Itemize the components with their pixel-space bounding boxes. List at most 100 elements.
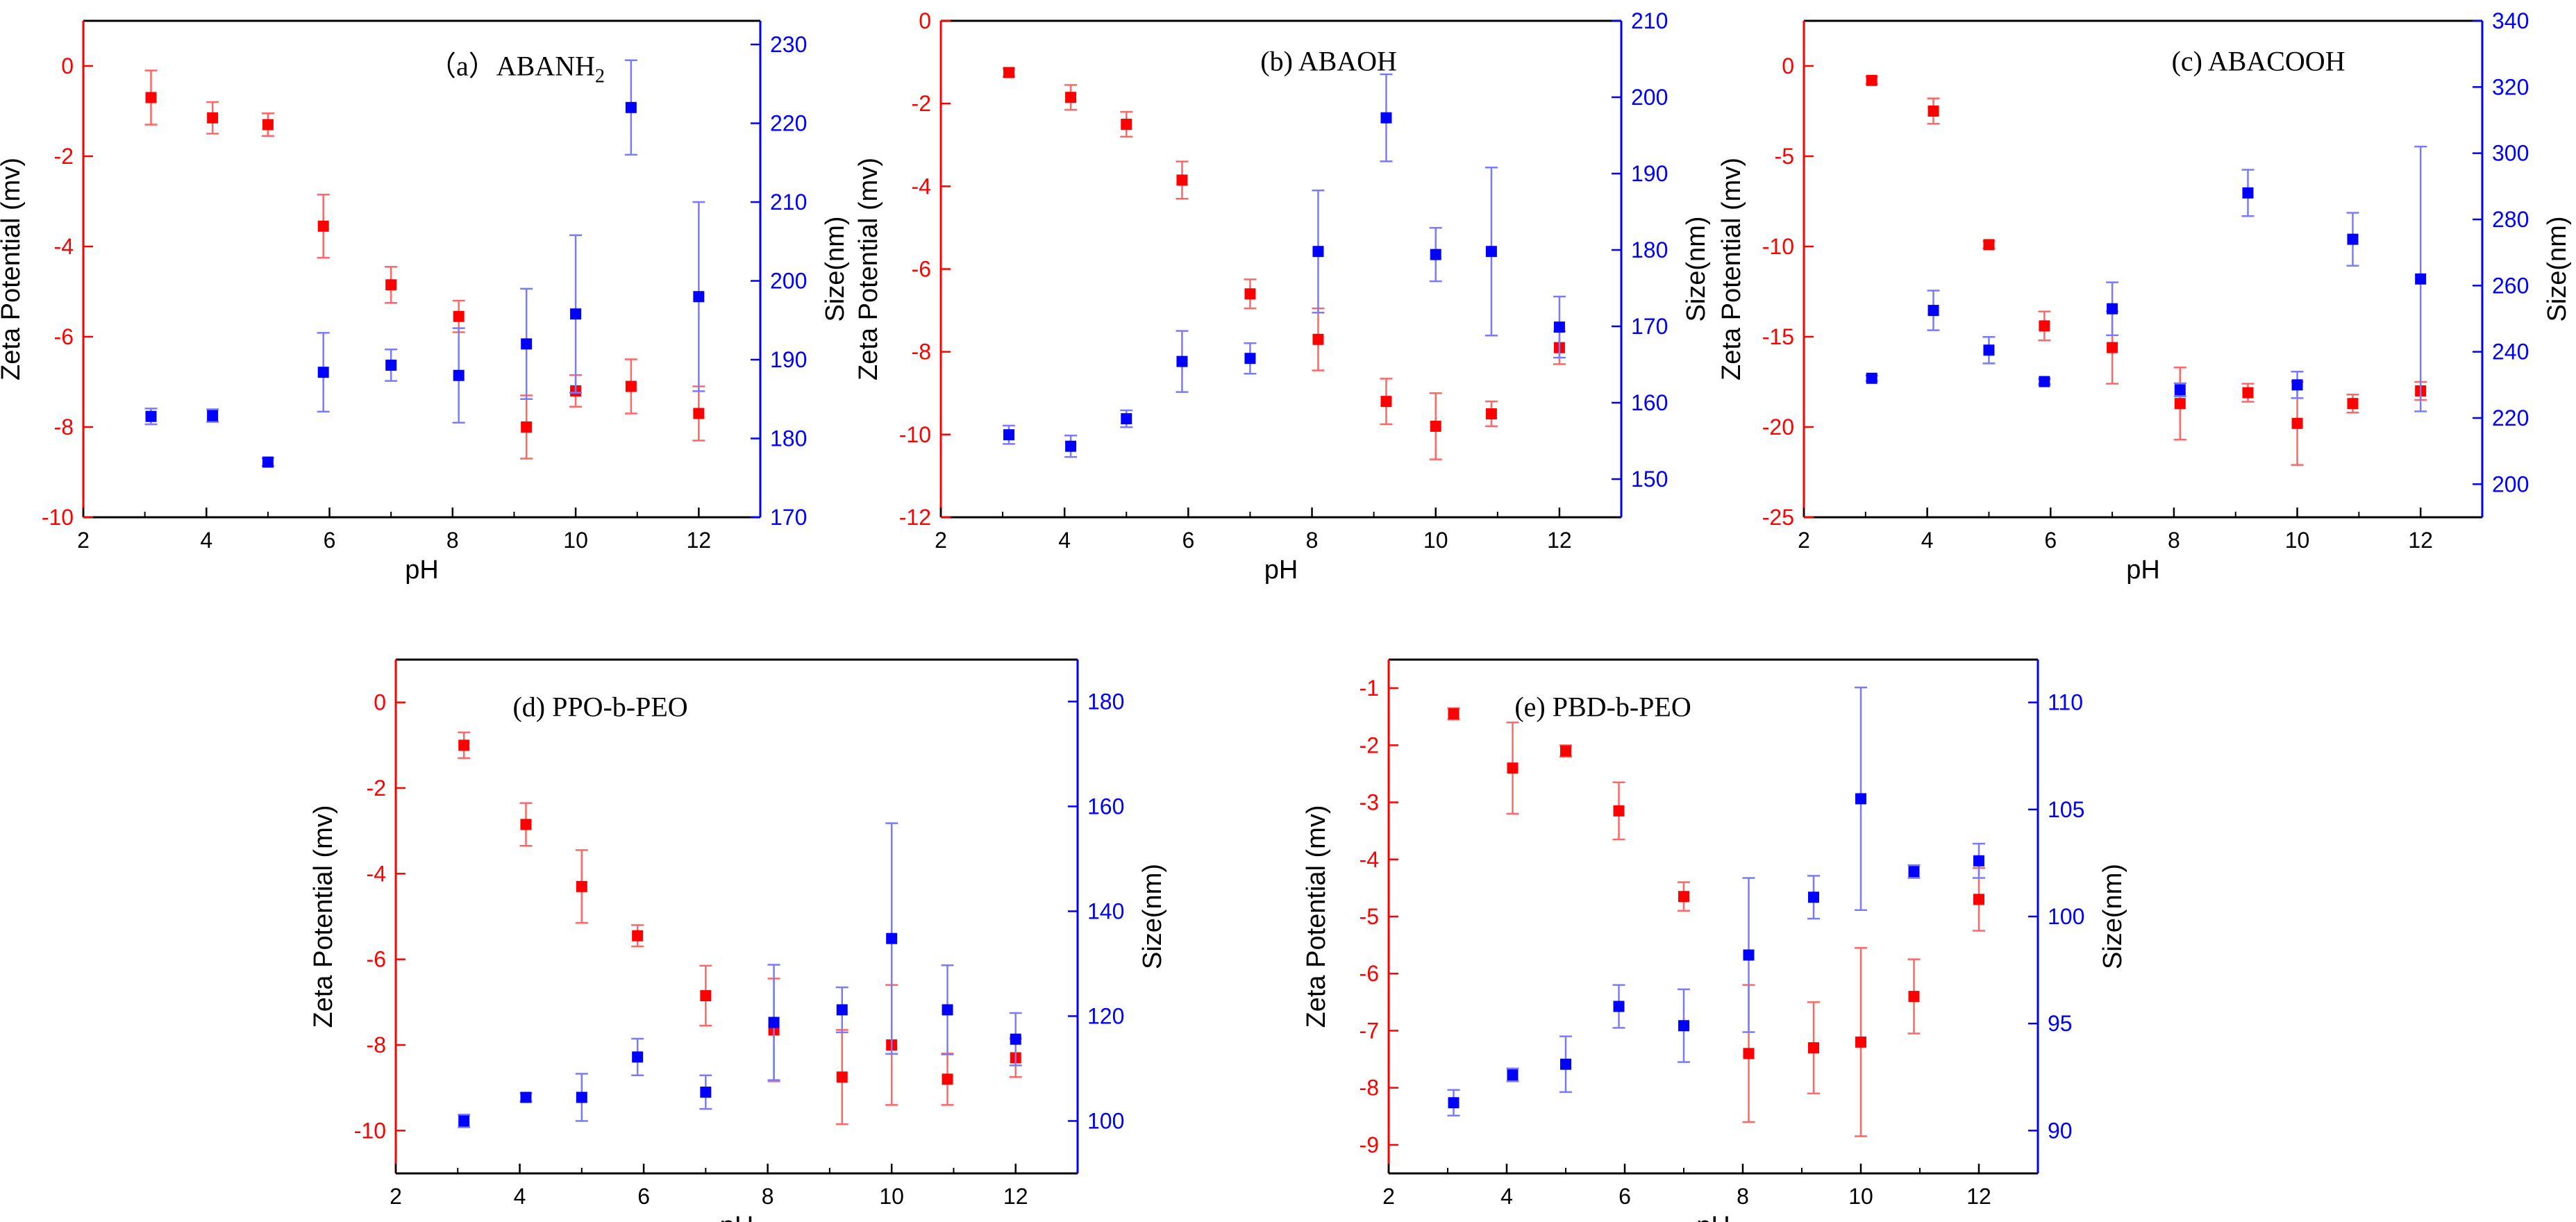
zeta-point: [521, 421, 533, 433]
zeta-point: [2347, 398, 2359, 410]
right-y-tick-label: 220: [2492, 405, 2529, 430]
right-y-tick-label: 100: [1087, 1108, 1124, 1133]
panel-title-subscript: 2: [595, 66, 605, 87]
left-y-axis-label: Zeta Potential (mv): [854, 158, 883, 380]
zeta-point: [207, 112, 219, 124]
size-point: [1560, 1058, 1571, 1070]
left-y-tick-label: -10: [1762, 234, 1794, 259]
right-y-tick-label: 160: [1631, 390, 1668, 415]
right-y-tick-label: 230: [770, 32, 807, 57]
size-point: [942, 1004, 953, 1016]
zeta-point: [1973, 894, 1984, 905]
right-y-tick-label: 90: [2048, 1118, 2073, 1143]
x-tick-label: 10: [879, 1184, 904, 1209]
zeta-point: [1855, 1036, 1866, 1048]
left-y-tick-label: -2: [1360, 733, 1379, 758]
zeta-point: [1927, 106, 1939, 117]
size-point: [625, 101, 637, 113]
zeta-point: [1380, 396, 1392, 408]
x-tick-label: 10: [1423, 528, 1448, 553]
right-y-tick-label: 180: [1631, 237, 1668, 262]
size-point: [2291, 379, 2303, 391]
left-y-tick-label: -2: [54, 144, 74, 169]
left-y-tick-label: -8: [1360, 1075, 1379, 1100]
size-point: [1380, 112, 1392, 124]
x-tick-label: 12: [1966, 1184, 1991, 1209]
right-y-tick-label: 200: [2492, 471, 2529, 496]
size-point: [145, 410, 157, 422]
size-point: [2174, 384, 2186, 396]
x-tick-label: 6: [637, 1184, 650, 1209]
left-y-tick-label: -25: [1762, 505, 1794, 530]
size-point: [1678, 1020, 1689, 1032]
panel-title: (e) PBD-b-PEO: [1514, 691, 1691, 722]
x-tick-label: 8: [446, 528, 459, 553]
left-y-axis-label: Zeta Potential (mv): [309, 805, 338, 1028]
zeta-point: [317, 220, 329, 232]
x-tick-label: 12: [1547, 528, 1572, 553]
zeta-point: [1485, 408, 1497, 420]
right-y-tick-label: 340: [2492, 8, 2529, 33]
right-y-tick-label: 200: [1631, 85, 1668, 110]
right-y-tick-label: 220: [770, 111, 807, 136]
zeta-point: [1678, 891, 1689, 903]
chart-panel-c: 2 4 6 8 10 12 0 -5 -10 -15 -20 -25 200 220 240 260 280 30…: [1717, 8, 2572, 585]
right-y-tick-label: 95: [2048, 1011, 2073, 1036]
zeta-point: [1613, 805, 1625, 817]
x-tick-label: 6: [1619, 1184, 1631, 1209]
left-y-tick-label: -6: [1360, 961, 1379, 986]
size-point: [886, 932, 898, 944]
zeta-point: [458, 739, 470, 751]
size-point: [1312, 246, 1324, 258]
left-y-tick-label: -10: [42, 505, 74, 530]
right-y-tick-label: 180: [1087, 689, 1124, 714]
left-y-tick-label: -8: [367, 1032, 386, 1057]
x-tick-label: 2: [1798, 528, 1810, 553]
left-y-tick-label: -5: [1360, 904, 1379, 929]
zeta-point: [2039, 320, 2050, 332]
x-tick-label: 6: [1182, 528, 1194, 553]
size-point: [262, 456, 274, 468]
right-y-axis-label: Size(nm): [1682, 216, 1711, 321]
left-y-tick-label: 0: [1782, 53, 1794, 78]
right-y-tick-label: 150: [1631, 467, 1668, 492]
zeta-point: [145, 92, 157, 103]
x-tick-label: 10: [563, 528, 588, 553]
left-y-tick-label: -10: [354, 1118, 386, 1143]
size-point: [1983, 344, 1995, 356]
right-y-tick-label: 210: [1631, 8, 1668, 33]
size-point: [836, 1004, 848, 1016]
zeta-point: [1430, 420, 1441, 432]
zeta-point: [1244, 288, 1256, 300]
zeta-point: [1312, 333, 1324, 345]
chart-panel-d: 246810120-2-4-6-8-10100120140160180pHZet…: [309, 658, 1167, 1222]
size-point: [1121, 413, 1132, 425]
size-point: [1003, 429, 1014, 441]
zeta-point: [1065, 92, 1077, 103]
zeta-point: [632, 930, 644, 941]
size-point: [1613, 1001, 1625, 1012]
x-tick-label: 10: [1848, 1184, 1873, 1209]
size-point: [1743, 949, 1755, 961]
x-tick-label: 4: [1921, 528, 1934, 553]
zeta-point: [1003, 67, 1014, 78]
left-y-tick-label: -8: [54, 415, 74, 440]
size-point: [317, 367, 329, 378]
zeta-point: [1983, 239, 1995, 251]
size-point: [1908, 866, 1920, 878]
left-y-tick-label: 0: [61, 53, 74, 78]
x-tick-label: 4: [1058, 528, 1071, 553]
right-y-axis-label: Size(nm): [1138, 864, 1167, 969]
left-y-tick-label: -1: [1360, 676, 1379, 701]
size-point: [2242, 187, 2254, 199]
zeta-point: [520, 819, 532, 830]
x-tick-label: 8: [1306, 528, 1319, 553]
size-point: [576, 1091, 587, 1103]
left-y-tick-label: -5: [1775, 144, 1794, 169]
right-y-tick-label: 320: [2492, 74, 2529, 99]
size-point: [453, 369, 465, 381]
size-point: [700, 1086, 712, 1098]
zeta-point: [942, 1073, 953, 1085]
left-y-tick-label: 0: [919, 8, 931, 33]
